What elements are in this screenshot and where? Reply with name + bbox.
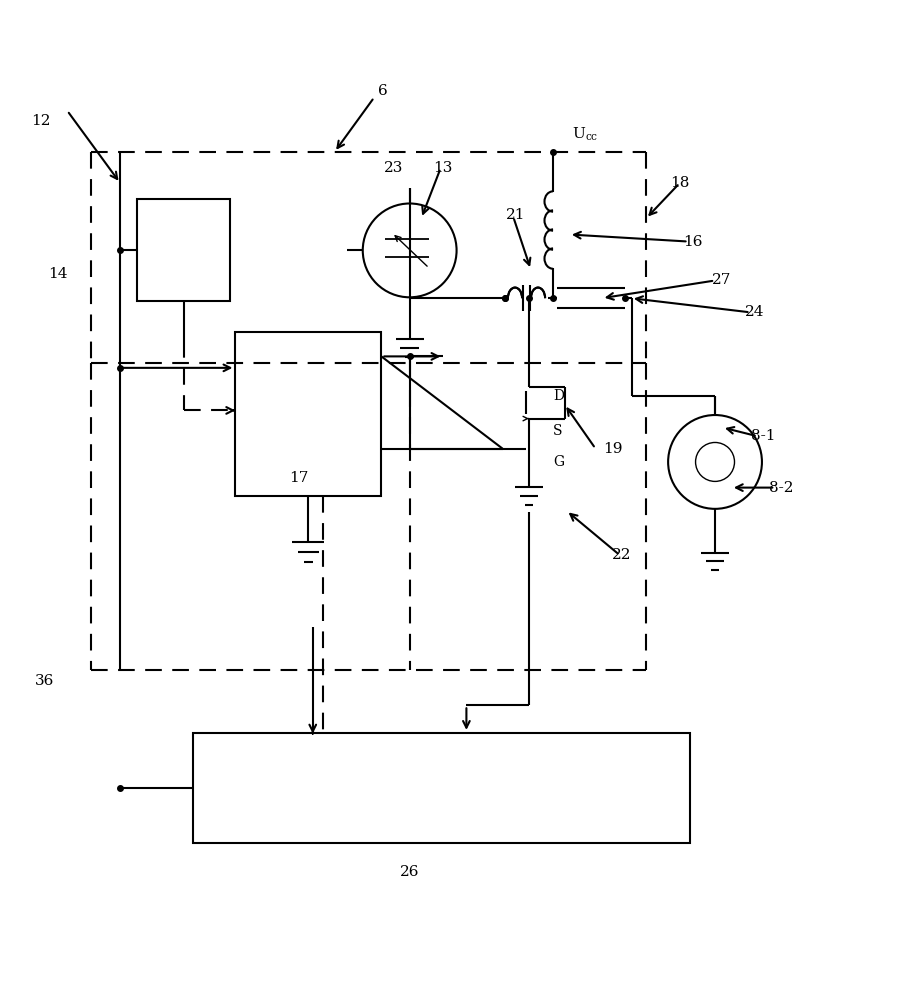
Text: 16: 16 <box>683 235 703 249</box>
Text: 23: 23 <box>384 161 404 175</box>
Text: 6: 6 <box>378 84 388 98</box>
Bar <box>137 199 230 301</box>
Text: 18: 18 <box>670 176 690 190</box>
Text: 24: 24 <box>745 305 765 319</box>
Text: 27: 27 <box>712 273 732 287</box>
Text: 21: 21 <box>506 208 526 222</box>
Text: 26: 26 <box>400 865 420 879</box>
Text: U$_{\mathregular{cc}}$: U$_{\mathregular{cc}}$ <box>572 126 598 143</box>
Bar <box>236 332 381 496</box>
Text: 8-1: 8-1 <box>752 429 776 443</box>
Text: 13: 13 <box>432 161 452 175</box>
Text: 36: 36 <box>34 674 54 688</box>
Text: 12: 12 <box>31 114 50 128</box>
Bar <box>192 733 690 843</box>
Text: D: D <box>553 389 564 403</box>
Text: 22: 22 <box>612 548 632 562</box>
Text: 17: 17 <box>289 471 308 485</box>
Text: G: G <box>553 455 565 469</box>
Text: 8-2: 8-2 <box>770 481 794 495</box>
Text: 14: 14 <box>49 267 68 281</box>
Text: S: S <box>553 424 563 438</box>
Text: 19: 19 <box>603 442 623 456</box>
